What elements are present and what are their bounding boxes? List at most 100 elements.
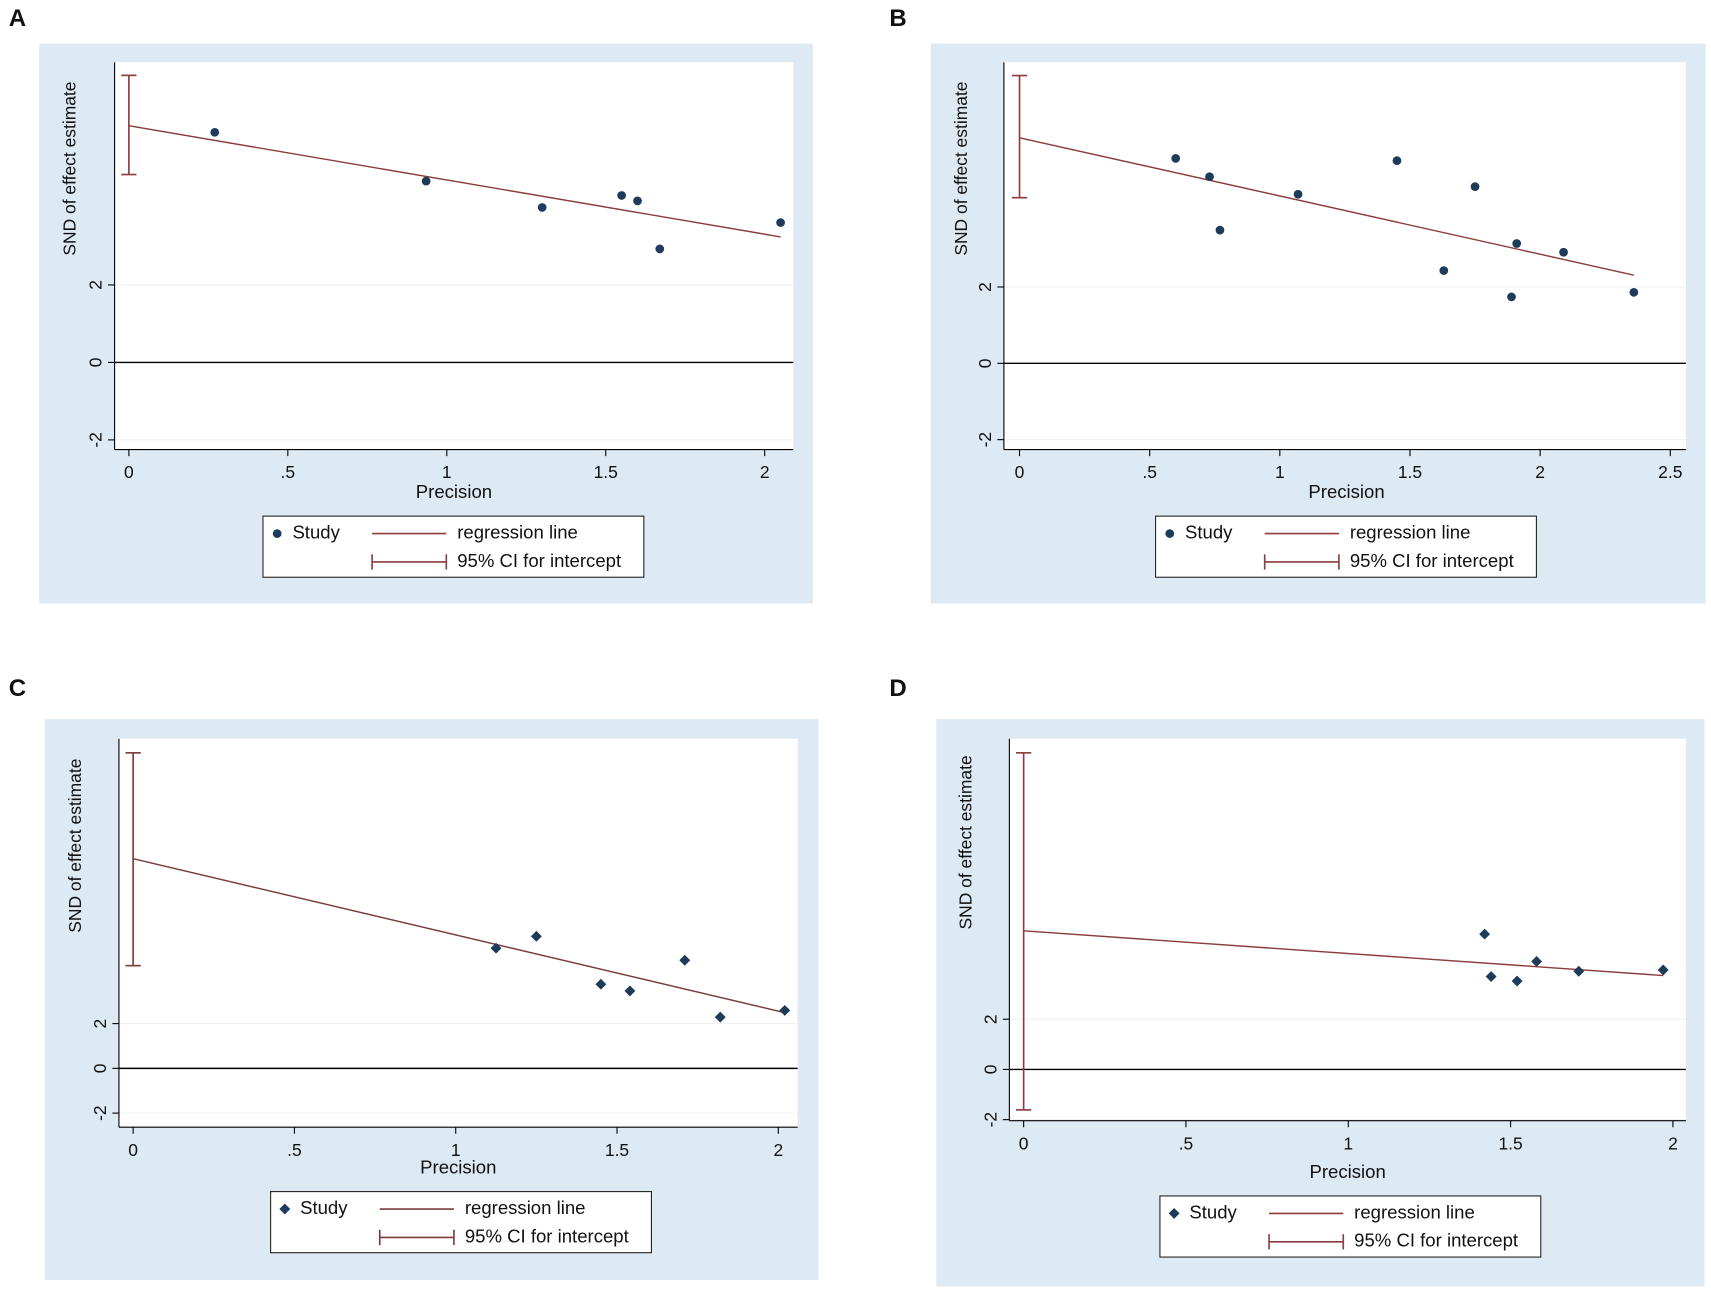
study-point xyxy=(1485,971,1497,982)
plot-area xyxy=(1003,62,1686,450)
legend-label: 95% CI for intercept xyxy=(1354,1230,1519,1251)
study-point xyxy=(490,942,502,954)
plot-area xyxy=(118,738,798,1128)
panel-letter: C xyxy=(9,675,26,702)
x-tick-label: 0 xyxy=(1015,462,1025,482)
legend-label: regression line xyxy=(465,1197,586,1218)
panel-letter: D xyxy=(889,675,906,702)
x-tick-label: 2.5 xyxy=(1658,462,1682,482)
study-point xyxy=(1507,292,1516,302)
legend-marker xyxy=(279,1203,291,1215)
x-tick-label: 0 xyxy=(124,462,134,482)
x-tick-label: 1 xyxy=(1343,1133,1353,1153)
legend-label: regression line xyxy=(1350,522,1471,543)
y-tick-label: -2 xyxy=(975,432,995,448)
study-point xyxy=(779,1004,791,1016)
x-tick-label: 1.5 xyxy=(605,1140,629,1160)
study-point xyxy=(530,930,542,942)
y-tick-label: 2 xyxy=(86,280,106,290)
study-point xyxy=(1293,189,1303,199)
legend-box xyxy=(270,1191,652,1254)
legend-box xyxy=(262,515,645,578)
y-tick-label: -2 xyxy=(86,432,106,448)
regression-line xyxy=(128,125,781,238)
study-point xyxy=(1511,975,1523,987)
legend-label: regression line xyxy=(457,522,578,543)
study-point xyxy=(421,176,431,186)
study-point xyxy=(633,196,642,206)
x-tick-label: 0 xyxy=(1019,1133,1029,1153)
x-tick-label: .5 xyxy=(287,1140,302,1160)
x-tick-label: 1 xyxy=(442,462,452,482)
legend-marker xyxy=(1165,529,1175,538)
x-tick-label: .5 xyxy=(1179,1133,1194,1153)
y-tick-label: 2 xyxy=(90,1019,110,1029)
study-point xyxy=(537,203,547,212)
legend-label: Study xyxy=(292,522,340,543)
y-tick-label: -2 xyxy=(981,1112,1001,1128)
x-axis-label: Precision xyxy=(416,481,492,502)
x-axis-label: Precision xyxy=(420,1157,496,1178)
study-point xyxy=(617,191,626,200)
legend-label: 95% CI for intercept xyxy=(1350,550,1515,571)
y-tick-label: 2 xyxy=(981,1014,1001,1024)
study-point xyxy=(1559,247,1568,257)
legend-label: regression line xyxy=(1354,1201,1475,1222)
x-tick-label: .5 xyxy=(1142,462,1157,482)
y-axis-label: SND of effect estimate xyxy=(65,759,85,933)
x-tick-label: 1 xyxy=(1275,462,1285,482)
study-point xyxy=(1439,266,1449,275)
study-point xyxy=(714,1011,726,1023)
study-point xyxy=(1531,956,1543,967)
legend-label: Study xyxy=(300,1197,348,1218)
x-tick-label: 1.5 xyxy=(594,462,618,482)
legend-label: Study xyxy=(1185,522,1233,543)
legend-label: 95% CI for intercept xyxy=(465,1225,630,1246)
x-tick-label: 1 xyxy=(451,1140,461,1160)
x-tick-label: 1.5 xyxy=(1498,1133,1522,1153)
y-tick-label: 0 xyxy=(86,357,106,367)
regression-line xyxy=(132,857,785,1014)
legend-marker xyxy=(1168,1207,1180,1219)
study-point xyxy=(1171,154,1181,163)
study-point xyxy=(1657,964,1669,976)
y-tick-label: 0 xyxy=(975,358,995,368)
x-tick-label: 2 xyxy=(773,1140,783,1160)
legend-label: 95% CI for intercept xyxy=(457,550,622,571)
panel-letter: B xyxy=(889,5,906,32)
study-point xyxy=(1470,182,1480,191)
y-tick-label: 0 xyxy=(90,1063,110,1073)
study-point xyxy=(1392,156,1402,166)
x-tick-label: .5 xyxy=(281,462,296,482)
study-point xyxy=(655,244,665,254)
x-tick-label: 0 xyxy=(128,1140,138,1160)
x-tick-label: 2 xyxy=(1535,462,1545,482)
x-tick-label: 2 xyxy=(1668,1133,1678,1153)
x-tick-label: 2 xyxy=(760,462,770,482)
study-point xyxy=(1629,287,1639,297)
legend-label: Study xyxy=(1189,1201,1237,1222)
plot-area xyxy=(1009,738,1686,1121)
study-point xyxy=(1215,225,1225,235)
plot-area xyxy=(114,62,794,450)
x-axis-label: Precision xyxy=(1309,1161,1385,1182)
y-tick-label: 2 xyxy=(975,282,995,292)
panel-letter: A xyxy=(9,5,26,32)
study-point xyxy=(210,127,220,137)
y-axis-label: SND of effect estimate xyxy=(60,82,80,256)
y-tick-label: 0 xyxy=(981,1064,1001,1074)
study-point xyxy=(1205,172,1214,182)
legend-box xyxy=(1159,1195,1542,1258)
study-point xyxy=(595,978,607,990)
regression-line xyxy=(1019,137,1634,276)
study-point xyxy=(1573,965,1585,977)
study-point xyxy=(776,218,785,227)
regression-line xyxy=(1023,930,1664,977)
study-point xyxy=(624,985,636,997)
y-tick-label: -2 xyxy=(90,1105,110,1121)
x-tick-label: 1.5 xyxy=(1398,462,1422,482)
y-axis-label: SND of effect estimate xyxy=(951,82,971,256)
